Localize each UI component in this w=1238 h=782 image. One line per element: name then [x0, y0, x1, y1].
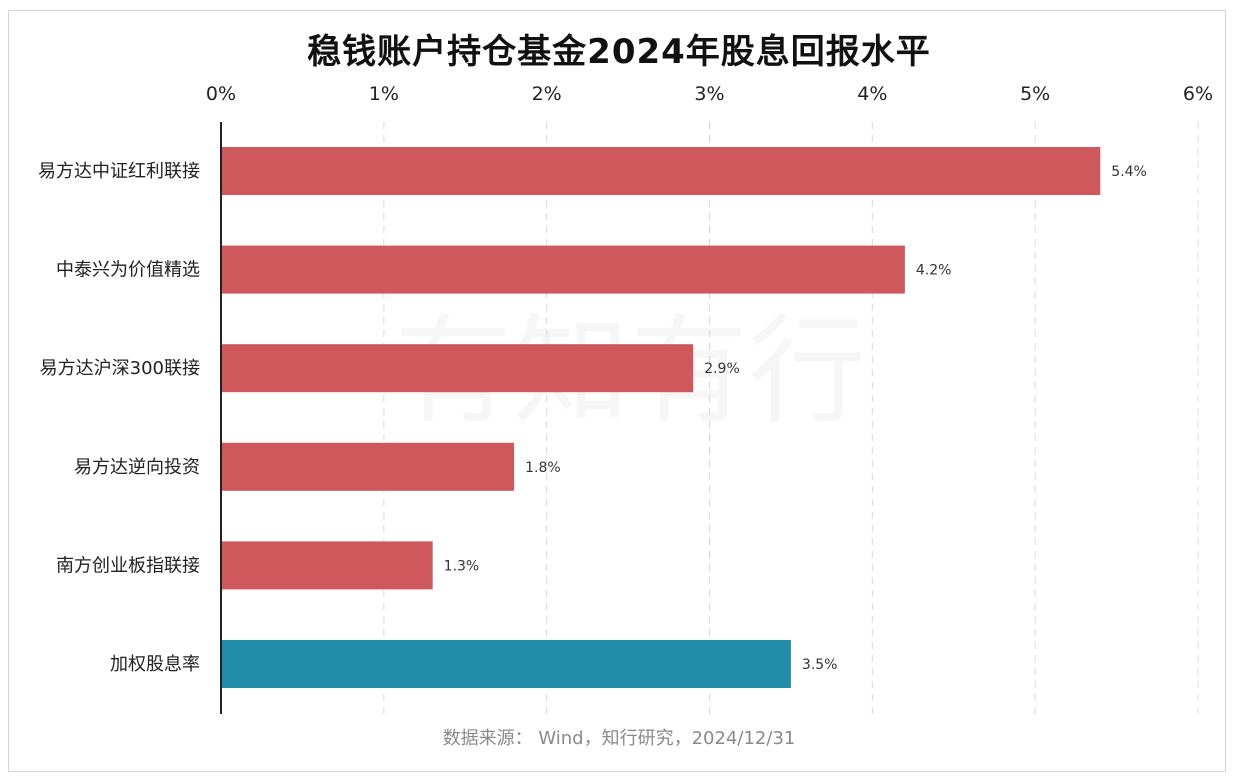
- bars: [221, 147, 1101, 688]
- source-note: 数据来源： Wind，知行研究，2024/12/31: [442, 728, 796, 749]
- category-label: 易方达沪深300联接: [40, 358, 200, 379]
- category-label: 中泰兴为价值精选: [56, 260, 200, 281]
- value-label: 1.3%: [444, 558, 480, 574]
- x-tick-label: 5%: [1020, 83, 1050, 105]
- value-label: 2.9%: [704, 361, 740, 377]
- category-label: 易方达逆向投资: [74, 457, 200, 478]
- x-tick-label: 6%: [1183, 83, 1213, 105]
- category-label: 南方创业板指联接: [56, 555, 200, 576]
- chart-title: 稳钱账户持仓基金2024年股息回报水平: [307, 32, 931, 72]
- bar: [221, 344, 694, 393]
- category-labels: 易方达中证红利联接中泰兴为价值精选易方达沪深300联接易方达逆向投资南方创业板指…: [38, 161, 200, 675]
- x-tick-label: 0%: [206, 83, 236, 105]
- value-label: 4.2%: [916, 263, 952, 279]
- x-tick-label: 3%: [694, 83, 724, 105]
- bar: [221, 442, 515, 491]
- bar: [221, 245, 905, 294]
- value-labels: 5.4% 4.2% 2.9% 1.8% 1.3% 3.5%: [444, 164, 1147, 673]
- x-tick-label: 2%: [532, 83, 562, 105]
- bar-highlight: [221, 640, 791, 688]
- bar: [221, 541, 433, 590]
- category-label: 易方达中证红利联接: [38, 161, 200, 182]
- value-label: 1.8%: [525, 460, 561, 476]
- x-tick-label: 4%: [857, 83, 887, 105]
- x-tick-label: 1%: [369, 83, 399, 105]
- category-label: 加权股息率: [110, 654, 200, 675]
- x-axis-ticks: 0% 1% 2% 3% 4% 5% 6%: [206, 83, 1213, 105]
- value-label: 3.5%: [802, 657, 838, 673]
- bar: [221, 147, 1101, 195]
- value-label: 5.4%: [1111, 164, 1147, 180]
